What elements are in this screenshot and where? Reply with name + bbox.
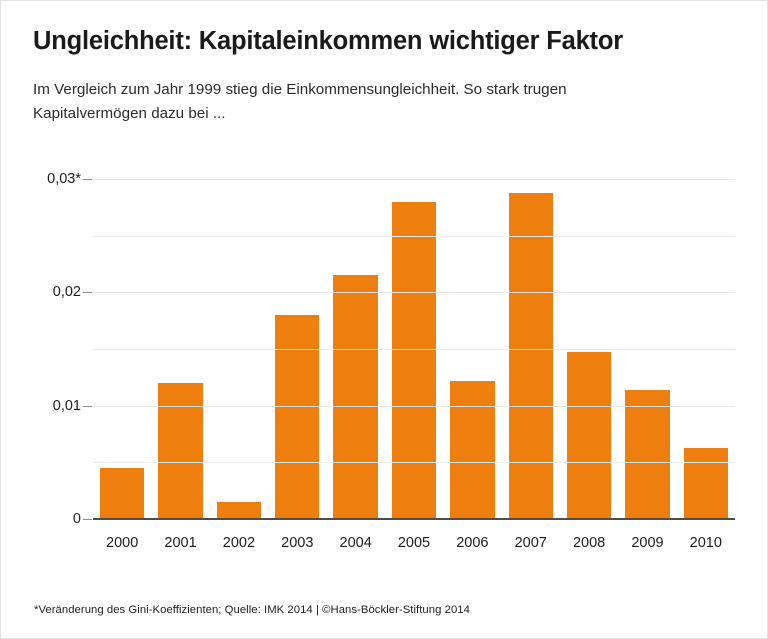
x-axis-label-2001: 2001: [164, 535, 197, 551]
bar-2009[interactable]: [625, 389, 670, 519]
y-axis-label: 0,02: [52, 284, 81, 301]
bar-slot[interactable]: [385, 179, 443, 519]
x-axis-label-2010: 2010: [689, 535, 722, 551]
bar-slot[interactable]: [443, 179, 501, 519]
bar-2008[interactable]: [566, 352, 612, 519]
gridline: [93, 405, 735, 407]
x-axis-label-2005: 2005: [397, 535, 431, 551]
plot-canvas: [83, 179, 735, 520]
y-axis-tick-mark: [83, 292, 92, 294]
x-axis-label-2006: 2006: [456, 535, 489, 551]
bar-2001[interactable]: [158, 383, 203, 519]
source-note: *Veränderung des Gini-Koeffizienten; Que…: [34, 604, 470, 616]
y-axis-tick-mark: [83, 519, 92, 520]
gridline: [93, 179, 735, 180]
bar-slot[interactable]: [93, 179, 151, 519]
bar-slot[interactable]: [326, 179, 384, 519]
bar-2006[interactable]: [450, 380, 495, 519]
y-axis-label: 0,01: [52, 397, 81, 414]
x-axis-label-2008: 2008: [572, 535, 606, 551]
gridline: [93, 349, 735, 350]
y-axis-tick-mark: [83, 179, 92, 180]
chart-plot-area: 0 0,01 0,02 0,03* 2000 2001 2002 2003 2004 2005 2…: [1, 161, 767, 571]
page-title: Ungleichheit: Kapitaleinkommen wichtiger…: [33, 27, 623, 55]
chart-subtitle: Im Vergleich zum Jahr 1999 stieg die Ein…: [33, 81, 567, 122]
gridline: [93, 292, 735, 294]
x-axis-label-2007: 2007: [514, 535, 547, 551]
bar-slot[interactable]: [677, 179, 735, 519]
bar-2000[interactable]: [100, 468, 145, 519]
x-axis-label-2000: 2000: [106, 535, 139, 551]
bar-slot[interactable]: [210, 179, 268, 519]
x-axis-line: [93, 518, 735, 520]
x-axis-label-2002: 2002: [222, 535, 256, 551]
gridline: [93, 235, 735, 237]
y-axis-label: 0,03*: [47, 171, 81, 187]
x-axis-label-2009: 2009: [631, 535, 664, 551]
bar-2005[interactable]: [391, 201, 437, 519]
bar-slot[interactable]: [618, 179, 676, 519]
bar-2002[interactable]: [216, 502, 262, 519]
y-axis-label: 0: [72, 511, 81, 527]
y-axis-tick-mark: [83, 405, 92, 407]
chart-header: Ungleichheit: Kapitaleinkommen wichtiger…: [1, 1, 767, 125]
x-axis-label-2004: 2004: [339, 535, 372, 551]
x-axis-label-2003: 2003: [281, 535, 314, 551]
bar-slot[interactable]: [560, 179, 618, 519]
bar-2003[interactable]: [275, 315, 320, 519]
bar-slot[interactable]: [502, 179, 560, 519]
bar-2007[interactable]: [508, 192, 553, 519]
bar-2010[interactable]: [683, 447, 728, 519]
gridline: [93, 462, 735, 464]
bar-2004[interactable]: [333, 275, 378, 519]
